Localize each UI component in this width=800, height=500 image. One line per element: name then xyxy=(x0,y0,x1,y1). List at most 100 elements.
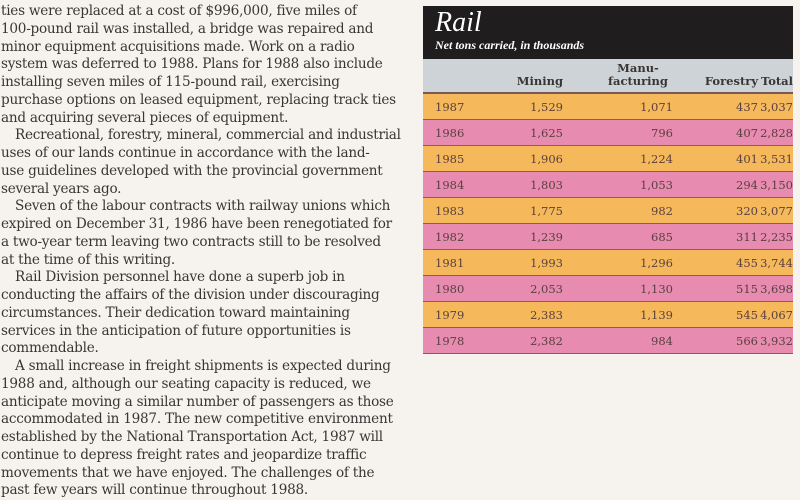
cell-year: 1983 xyxy=(435,203,465,218)
text-line: established by the National Transportati… xyxy=(1,429,383,445)
cell-mining: 1,239 xyxy=(530,229,563,244)
cell-year: 1986 xyxy=(435,125,465,140)
text-line: use guidelines developed with the provin… xyxy=(1,162,383,179)
text-line: movements that we have enjoyed. The chal… xyxy=(1,464,375,481)
cell-forestry: 407 xyxy=(736,125,758,140)
text-line: ties were replaced at a cost of $996,000… xyxy=(1,3,357,19)
text-line: Seven of the labour contracts with railw… xyxy=(15,198,391,215)
text-line: conducting the affairs of the division u… xyxy=(1,287,380,303)
cell-mining: 1,906 xyxy=(530,151,563,166)
text-line: 1988 and, although our seating capacity … xyxy=(1,375,371,392)
table-row: 1982 1,239 685 311 2,235 xyxy=(423,224,793,250)
table-row: 1985 1,906 1,224 401 3,531 xyxy=(423,146,793,172)
table-row: 1987 1,529 1,071 437 3,037 xyxy=(423,94,793,120)
cell-manufacturing: 1,071 xyxy=(640,99,673,114)
table-header: Rail Net tons carried, in thousands xyxy=(423,6,793,59)
cell-total: 3,698 xyxy=(760,281,793,296)
text-line: installing seven miles of 115-pound rail… xyxy=(1,74,340,90)
cell-manufacturing: 1,130 xyxy=(640,281,673,296)
cell-forestry: 437 xyxy=(736,99,758,114)
text-line: 100-pound rail was installed, a bridge w… xyxy=(1,20,374,37)
cell-forestry: 545 xyxy=(736,307,758,322)
cell-mining: 1,803 xyxy=(530,177,563,192)
text-line: several years ago. xyxy=(1,180,122,197)
text-line: services in the anticipation of future o… xyxy=(1,322,351,339)
cell-total: 2,828 xyxy=(760,125,793,140)
text-line: A small increase in freight shipments is… xyxy=(15,358,391,374)
text-line: a two-year term leaving two contracts st… xyxy=(1,233,381,250)
col-header-mining: Mining xyxy=(516,74,563,88)
text-line: circumstances. Their dedication toward m… xyxy=(1,304,350,321)
text-line: continue to depress freight rates and je… xyxy=(1,446,367,463)
text-line: Recreational, forestry, mineral, commerc… xyxy=(15,127,401,144)
text-line: anticipate moving a similar number of pa… xyxy=(1,393,394,410)
text-line: at the time of this writing. xyxy=(1,251,176,268)
col-header-total: Total xyxy=(760,74,793,88)
col-header-manufacturing: Manu- facturing xyxy=(608,61,668,88)
cell-forestry: 311 xyxy=(736,229,758,244)
text-line: purchase options on leased equipment, re… xyxy=(1,91,396,108)
cell-manufacturing: 685 xyxy=(651,229,673,244)
text-line: and acquiring several pieces of equipmen… xyxy=(1,109,289,126)
text-line: past few years will continue throughout … xyxy=(1,482,308,499)
cell-total: 3,531 xyxy=(760,151,793,166)
table-subtitle: Net tons carried, in thousands xyxy=(435,38,585,52)
text-line: uses of our lands continue in accordance… xyxy=(1,145,370,161)
table-row: 1983 1,775 982 320 3,077 xyxy=(423,198,793,224)
cell-manufacturing: 1,224 xyxy=(640,151,673,166)
table-row: 1980 2,053 1,130 515 3,698 xyxy=(423,276,793,302)
cell-mining: 1,529 xyxy=(530,99,563,114)
cell-total: 3,150 xyxy=(760,177,793,192)
cell-mining: 2,053 xyxy=(530,281,563,296)
cell-manufacturing: 796 xyxy=(651,125,673,140)
text-line: accommodated in 1987. The new competitiv… xyxy=(1,411,393,428)
cell-mining: 2,383 xyxy=(530,307,563,322)
cell-manufacturing: 1,139 xyxy=(640,307,673,322)
cell-year: 1984 xyxy=(435,177,465,192)
cell-manufacturing: 1,296 xyxy=(640,255,673,270)
text-line: system was deferred to 1988. Plans for 1… xyxy=(1,56,383,73)
cell-forestry: 294 xyxy=(736,177,758,192)
text-line: minor equipment acquisitions made. Work … xyxy=(1,38,355,55)
cell-year: 1987 xyxy=(435,99,465,114)
cell-manufacturing: 1,053 xyxy=(640,177,673,192)
table-row: 1981 1,993 1,296 455 3,744 xyxy=(423,250,793,276)
cell-year: 1982 xyxy=(435,229,465,244)
cell-year: 1981 xyxy=(435,255,465,270)
cell-mining: 1,625 xyxy=(530,125,563,140)
table-row: 1984 1,803 1,053 294 3,150 xyxy=(423,172,793,198)
table-body: 1987 1,529 1,071 437 3,037 1986 1,625 796 407 2,8… xyxy=(423,94,793,354)
cell-total: 3,932 xyxy=(760,333,793,348)
col-header-year xyxy=(423,88,483,92)
cell-forestry: 401 xyxy=(736,151,758,166)
cell-manufacturing: 984 xyxy=(651,333,673,348)
cell-total: 2,235 xyxy=(760,229,793,244)
cell-year: 1985 xyxy=(435,151,465,166)
col-header-forestry: Forestry xyxy=(704,74,758,88)
cell-forestry: 515 xyxy=(736,281,758,296)
cell-year: 1980 xyxy=(435,281,465,296)
text-line: expired on December 31, 1986 have been r… xyxy=(1,216,392,232)
rail-table: Rail Net tons carried, in thousands Mini… xyxy=(423,6,793,354)
cell-forestry: 320 xyxy=(736,203,758,218)
cell-year: 1978 xyxy=(435,333,465,348)
text-line: Rail Division personnel have done a supe… xyxy=(15,269,345,286)
body-text: ties were replaced at a cost of $996,000… xyxy=(1,3,406,500)
table-title: Rail xyxy=(435,7,482,38)
cell-total: 3,037 xyxy=(760,99,793,114)
cell-total: 4,067 xyxy=(760,307,793,322)
cell-manufacturing: 982 xyxy=(651,203,673,218)
cell-forestry: 566 xyxy=(736,333,758,348)
cell-mining: 2,382 xyxy=(530,333,563,348)
cell-year: 1979 xyxy=(435,307,465,322)
table-row: 1978 2,382 984 566 3,932 xyxy=(423,328,793,354)
cell-total: 3,077 xyxy=(760,203,793,218)
cell-forestry: 455 xyxy=(736,255,758,270)
cell-mining: 1,993 xyxy=(530,255,563,270)
cell-total: 3,744 xyxy=(760,255,793,270)
column-headers: Mining Manu- facturing Forestry Total xyxy=(423,59,793,94)
table-row: 1979 2,383 1,139 545 4,067 xyxy=(423,302,793,328)
text-line: commendable. xyxy=(1,340,99,357)
table-row: 1986 1,625 796 407 2,828 xyxy=(423,120,793,146)
cell-mining: 1,775 xyxy=(530,203,563,218)
